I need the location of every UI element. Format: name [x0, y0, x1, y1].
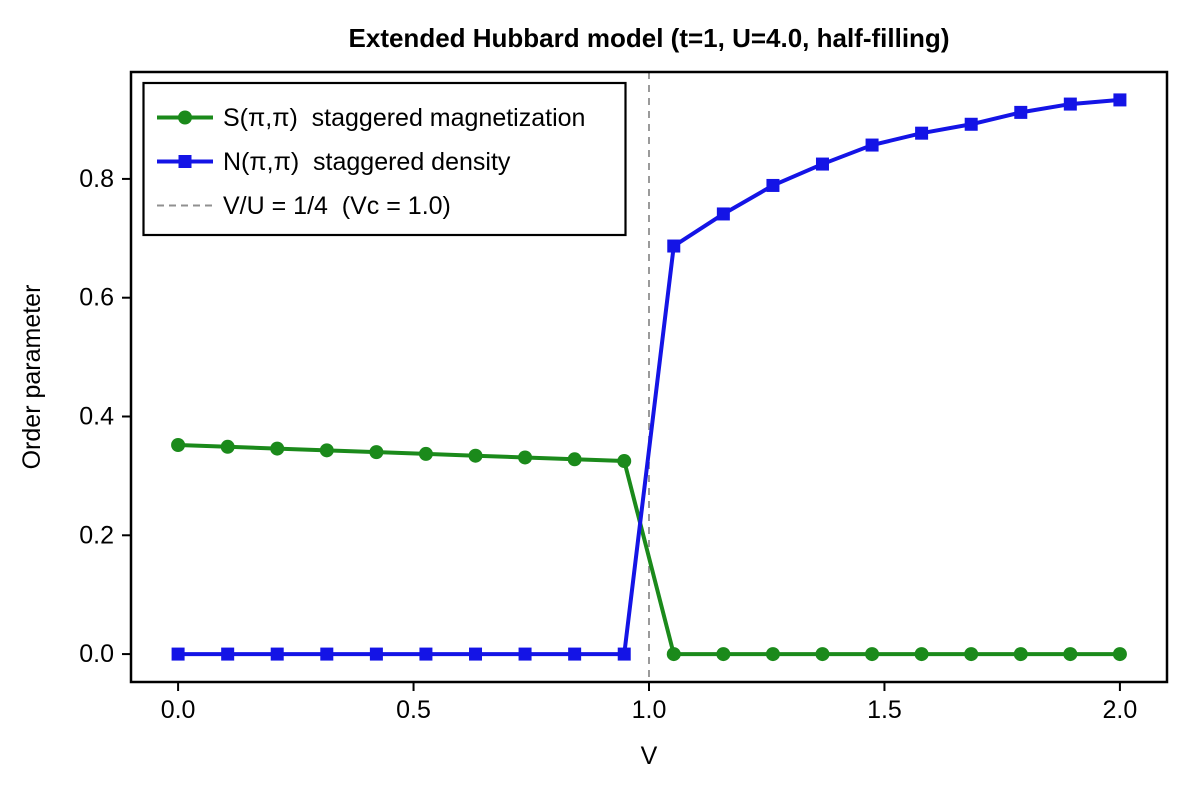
- series-marker-n-pi-pi: [568, 647, 582, 661]
- series-marker-n-pi-pi: [1014, 105, 1028, 119]
- series-marker-n-pi-pi: [1063, 97, 1077, 111]
- chart-title: Extended Hubbard model (t=1, U=4.0, half…: [349, 23, 950, 53]
- series-marker-s-pi-pi: [270, 441, 285, 456]
- series-marker-s-pi-pi: [1112, 647, 1127, 662]
- legend-label-magnetization: S(π,π) staggered magnetization: [223, 104, 585, 132]
- y-tick-label: 0.4: [79, 402, 114, 430]
- y-axis-label: Order parameter: [18, 285, 46, 470]
- legend-entry-magnetization: S(π,π) staggered magnetization: [157, 104, 585, 132]
- series-marker-n-pi-pi: [617, 647, 631, 661]
- series-marker-s-pi-pi: [666, 647, 681, 662]
- series-marker-s-pi-pi: [518, 450, 533, 465]
- plot-area: 0.0 0.5 1.0 1.5 2.0 0.0 0.2 0.4 0.6 0.8: [79, 70, 1169, 724]
- series-marker-s-pi-pi: [914, 647, 929, 662]
- x-tick-label: 1.5: [867, 696, 902, 724]
- series-marker-n-pi-pi: [667, 239, 681, 253]
- series-marker-s-pi-pi: [1013, 647, 1028, 662]
- legend-marker-circle-icon: [178, 110, 192, 125]
- series-marker-n-pi-pi: [171, 647, 185, 661]
- series-marker-n-pi-pi: [964, 117, 978, 131]
- legend-marker-square-icon: [178, 155, 192, 168]
- series-marker-s-pi-pi: [964, 647, 979, 662]
- series-marker-s-pi-pi: [369, 445, 384, 460]
- series-marker-n-pi-pi: [716, 207, 730, 221]
- series-marker-s-pi-pi: [765, 647, 780, 662]
- series-marker-n-pi-pi: [469, 647, 483, 661]
- series-marker-s-pi-pi: [716, 647, 731, 662]
- series-marker-s-pi-pi: [1063, 647, 1078, 662]
- legend-box: [142, 81, 627, 237]
- series-line-s-pi-pi: [178, 443, 1120, 657]
- series-marker-s-pi-pi: [617, 454, 632, 469]
- x-axis-label: V: [641, 742, 658, 770]
- series-marker-n-pi-pi: [865, 138, 879, 152]
- series-marker-n-pi-pi: [518, 647, 532, 661]
- y-tick-label: 0.2: [79, 521, 114, 549]
- legend-entry-vline: V/U = 1/4 (Vc = 1.0): [157, 192, 451, 220]
- series-marker-s-pi-pi: [865, 647, 880, 662]
- x-tick-label: 0.0: [161, 696, 196, 724]
- series-marker-n-pi-pi: [221, 647, 235, 661]
- y-tick-label: 0.6: [79, 284, 114, 312]
- legend: S(π,π) staggered magnetization N(π,π) st…: [142, 81, 627, 237]
- y-tick-label: 0.0: [79, 640, 114, 668]
- series-marker-s-pi-pi: [220, 439, 235, 454]
- series-marker-n-pi-pi: [1113, 93, 1127, 107]
- x-tick-label: 0.5: [396, 696, 431, 724]
- y-tick-label: 0.8: [79, 165, 114, 193]
- legend-label-vline: V/U = 1/4 (Vc = 1.0): [223, 192, 451, 220]
- series-marker-n-pi-pi: [270, 647, 284, 661]
- series-marker-n-pi-pi: [320, 647, 334, 661]
- series-marker-s-pi-pi: [418, 446, 433, 461]
- series-marker-s-pi-pi: [567, 452, 582, 467]
- series-line-n-pi-pi: [178, 97, 1121, 657]
- series-marker-n-pi-pi: [766, 178, 780, 192]
- series-marker-n-pi-pi: [915, 126, 929, 140]
- series-marker-s-pi-pi: [815, 647, 830, 662]
- series-marker-s-pi-pi: [171, 438, 186, 453]
- legend-label-density: N(π,π) staggered density: [223, 148, 511, 176]
- series-marker-n-pi-pi: [815, 157, 829, 171]
- series-marker-s-pi-pi: [319, 443, 334, 458]
- series-marker-n-pi-pi: [369, 647, 383, 661]
- legend-entry-density: N(π,π) staggered density: [157, 148, 511, 176]
- x-tick-label: 2.0: [1103, 696, 1138, 724]
- x-tick-label: 1.0: [632, 696, 667, 724]
- series-marker-n-pi-pi: [419, 647, 433, 661]
- series-marker-s-pi-pi: [468, 448, 483, 463]
